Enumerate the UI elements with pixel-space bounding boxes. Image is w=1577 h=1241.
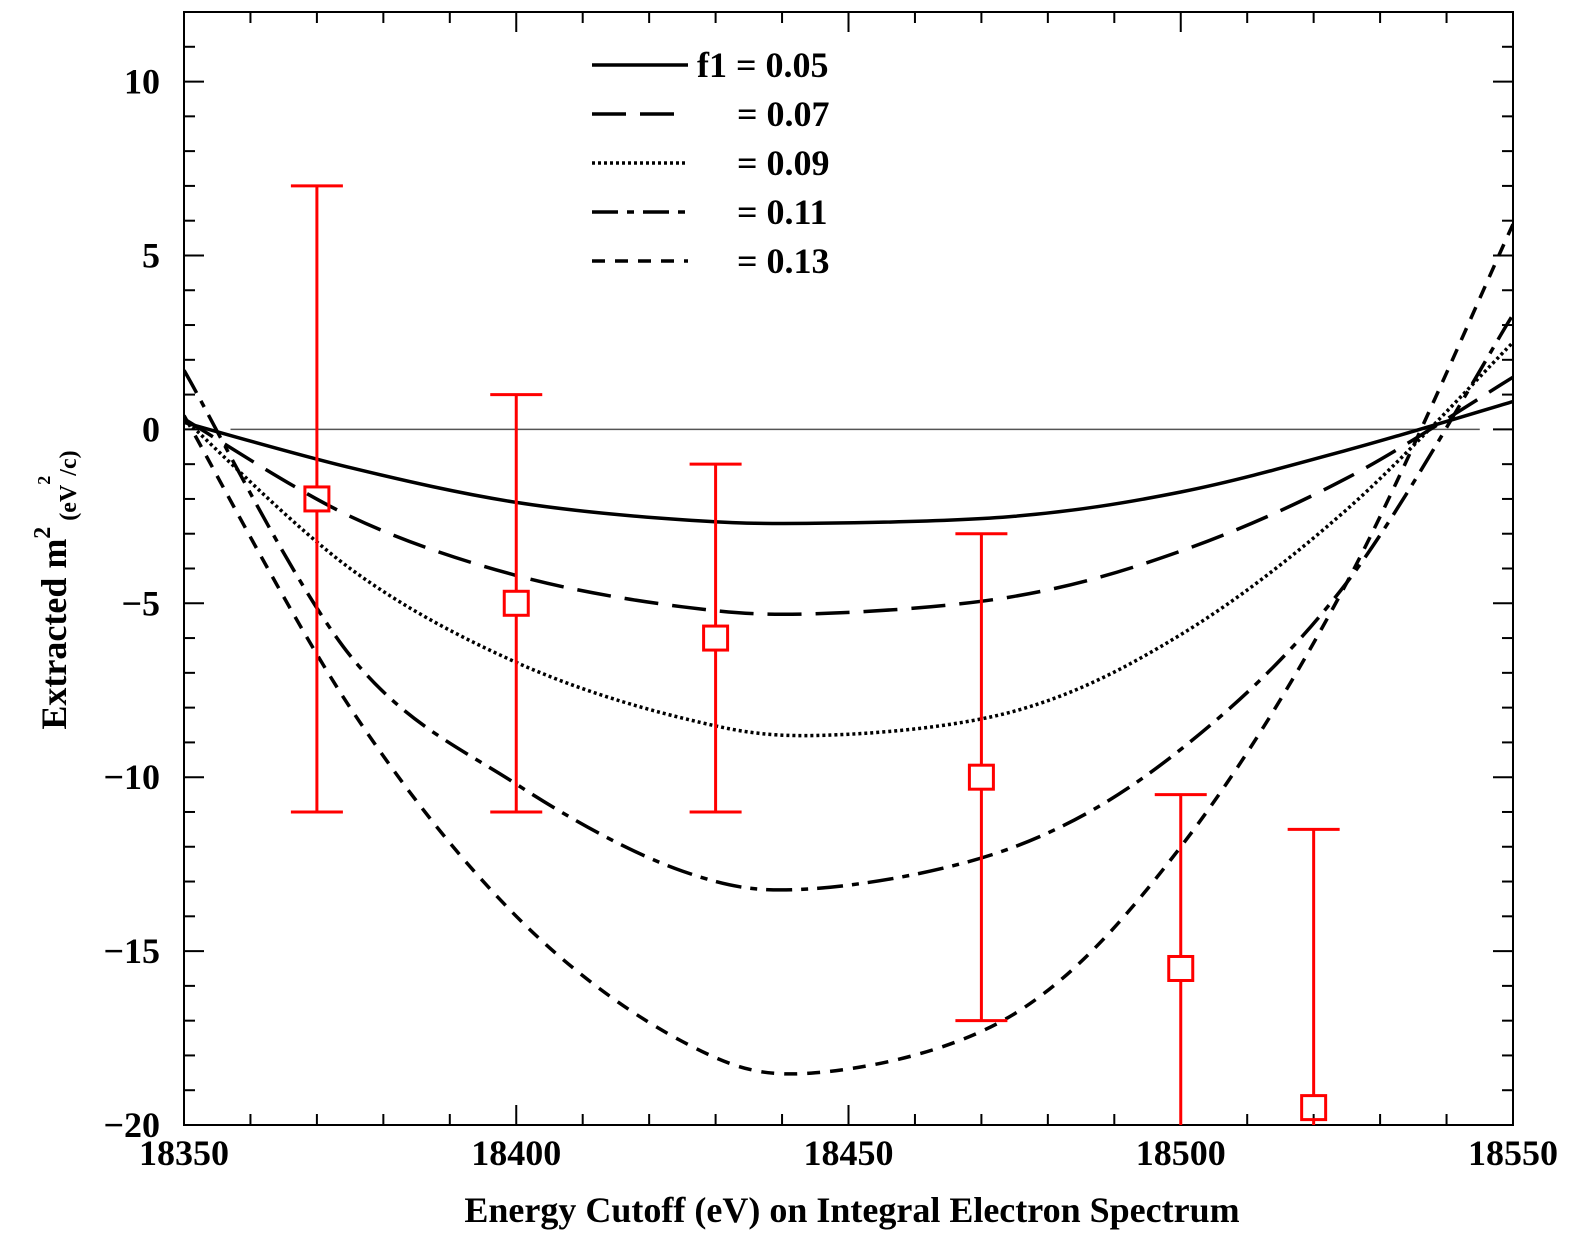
curve-f1-0-09 (184, 341, 1513, 738)
y-axis-title-sup: 2 (30, 527, 56, 539)
data-point-marker (967, 763, 995, 791)
curve-f1-0-07 (184, 375, 1513, 617)
curve-f1-0-05 (184, 399, 1513, 526)
y-tick-label: 0 (142, 409, 160, 449)
curves-layer (184, 223, 1513, 1076)
y-axis-title-unit-sup: 2 (34, 476, 54, 485)
x-tick-label: 18500 (1136, 1133, 1226, 1173)
data-point-marker (1300, 1094, 1328, 1122)
x-tick-label: 18400 (471, 1133, 561, 1173)
x-axis-title: Energy Cutoff (eV) on Integral Electron … (464, 1190, 1239, 1230)
data-point-marker (1167, 954, 1195, 982)
y-axis-title-unit: (eV (56, 484, 82, 521)
legend-label: = 0.11 (737, 192, 828, 232)
curve-f1-0-13 (184, 223, 1513, 1076)
data-point-marker (702, 624, 730, 652)
y-tick-label: 5 (142, 235, 160, 275)
y-tick-label: −5 (121, 583, 160, 623)
y-axis-title-unit-end: /c) (56, 450, 82, 476)
legend-label: = 0.13 (737, 241, 830, 281)
x-tick-labels: 18350 18400 18450 18500 18550 (139, 1133, 1558, 1173)
y-tick-labels: 10 5 0 −5 −10 −15 −20 (103, 62, 160, 1145)
y-axis-title-main: Extracted m (34, 539, 74, 730)
points-layer (290, 184, 1340, 1125)
axis-ticks (183, 11, 1514, 1126)
legend-label: = 0.09 (737, 143, 830, 183)
legend-label: f1 = 0.05 (697, 45, 829, 85)
legend: f1 = 0.05 = 0.07 = 0.09 = 0.11 = 0.13 (592, 45, 830, 281)
y-tick-label: −10 (103, 757, 160, 797)
y-tick-label: 10 (124, 62, 160, 102)
data-point-marker (502, 589, 530, 617)
y-tick-label: −20 (103, 1105, 160, 1145)
y-axis-title: Extracted m2(eV2/c) (30, 450, 82, 729)
curve-f1-0-11 (184, 313, 1513, 892)
x-tick-label: 18350 (139, 1133, 229, 1173)
data-point-marker (303, 485, 331, 513)
legend-label: = 0.07 (737, 94, 830, 134)
y-tick-label: −15 (103, 931, 160, 971)
x-tick-label: 18550 (1468, 1133, 1558, 1173)
x-tick-label: 18450 (804, 1133, 894, 1173)
